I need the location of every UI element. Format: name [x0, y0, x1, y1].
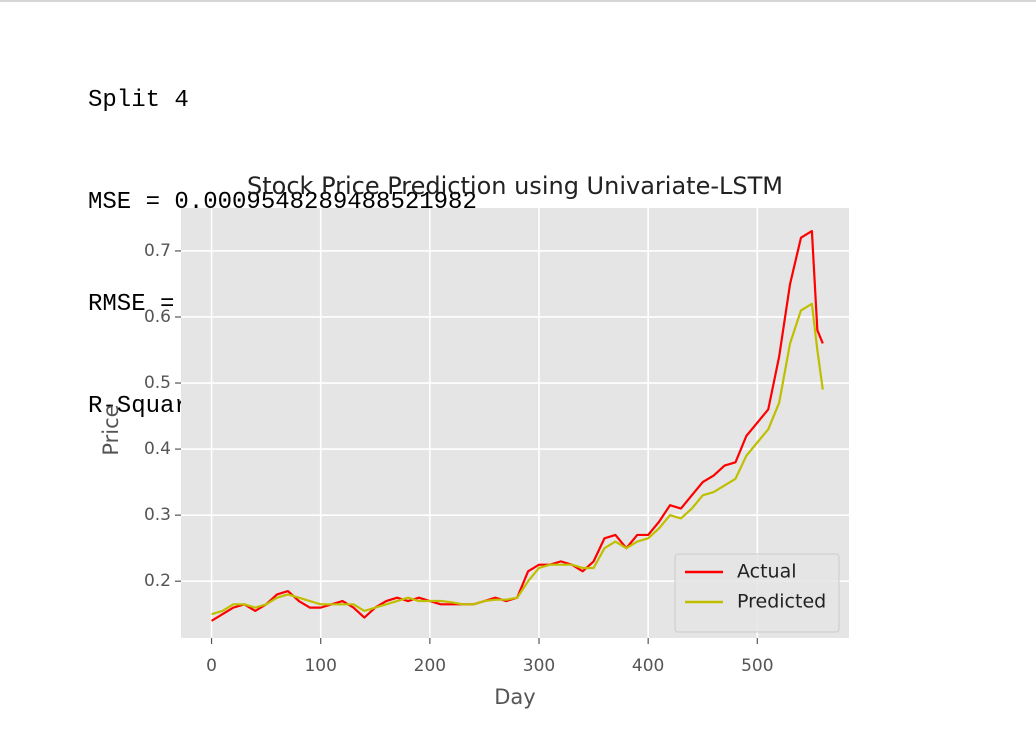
x-tick-label: 400 [632, 656, 664, 676]
legend-box [674, 553, 840, 633]
x-tick-label: 300 [523, 656, 555, 676]
y-tick-label: 0.3 [144, 505, 171, 525]
x-tick-label: 100 [304, 656, 336, 676]
y-tick-label: 0.5 [144, 373, 171, 393]
x-tick-label: 500 [741, 656, 773, 676]
cell-border [0, 0, 1036, 2]
y-tick-label: 0.6 [144, 307, 171, 327]
y-tick-label: 0.4 [144, 439, 171, 459]
legend-label: Actual [737, 561, 797, 583]
output-line: Split 4 [88, 87, 189, 114]
legend-label: Predicted [737, 591, 826, 613]
data-line [211, 302, 824, 616]
chart-title: Stock Price Prediction using Univariate-… [247, 172, 783, 200]
y-tick-label: 0.2 [144, 571, 171, 591]
y-tick-label: 0.7 [144, 241, 171, 261]
y-axis-label: Price [99, 404, 123, 455]
data-line [210, 230, 824, 622]
x-axis-label: Day [494, 685, 535, 709]
x-tick-label: 200 [414, 656, 446, 676]
x-tick-label: 0 [206, 656, 217, 676]
